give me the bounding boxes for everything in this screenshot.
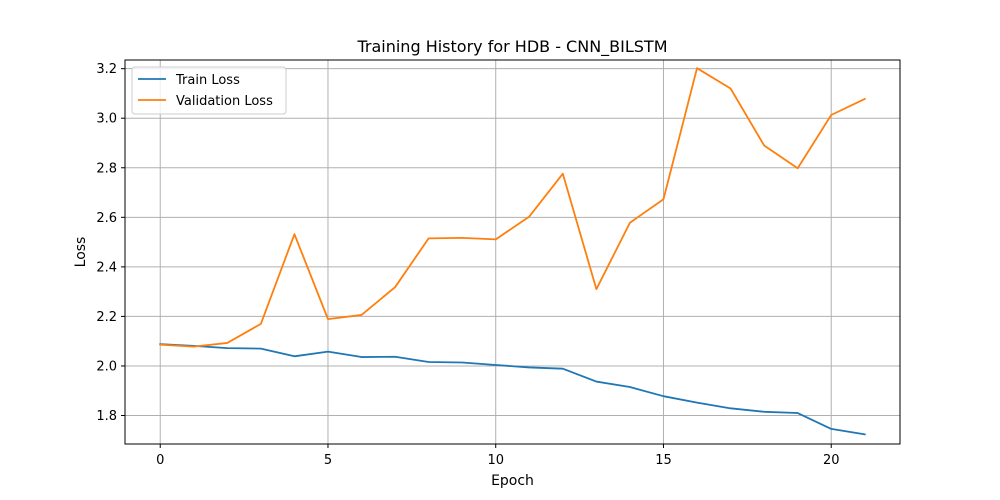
x-tick-label: 20 [823, 453, 840, 468]
chart-title: Training History for HDB - CNN_BILSTM [356, 37, 667, 57]
x-tick-label: 10 [487, 453, 504, 468]
series-line-train-loss [159, 343, 866, 436]
legend-label-train-loss: Train Loss [175, 73, 240, 88]
y-tick-label: 1.8 [96, 409, 117, 424]
y-axis-label: Loss [73, 237, 89, 268]
y-tick-label: 2.4 [96, 260, 117, 275]
series-lines [159, 67, 866, 436]
y-tick-label: 2.6 [96, 211, 117, 226]
plot-frame [124, 59, 901, 445]
legend-box [131, 66, 287, 115]
axis-ticks: 0 5 10 15 20 1.8 2.0 2.2 2.4 2.6 2.8 3.0 3.2 [96, 62, 839, 468]
series-line-validation-loss [159, 67, 866, 348]
legend: Train Loss Validation Loss [131, 66, 287, 115]
grid [125, 60, 900, 444]
y-tick-label: 2.0 [96, 359, 117, 374]
x-tick-label: 5 [324, 453, 332, 468]
y-tick-label: 3.2 [96, 62, 117, 77]
x-tick-label: 15 [655, 453, 672, 468]
y-tick-label: 3.0 [96, 112, 117, 127]
y-tick-label: 2.8 [96, 161, 117, 176]
x-axis-label: Epoch [491, 473, 534, 489]
y-tick-label: 2.2 [96, 310, 117, 325]
legend-label-validation-loss: Validation Loss [176, 94, 273, 109]
x-tick-label: 0 [156, 453, 164, 468]
